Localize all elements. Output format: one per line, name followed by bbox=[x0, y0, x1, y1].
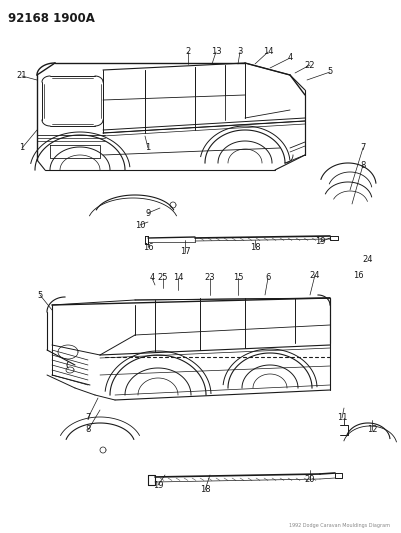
Text: 8: 8 bbox=[359, 160, 365, 169]
Text: 4: 4 bbox=[149, 273, 154, 282]
Text: 1992 Dodge Caravan Mouldings Diagram: 1992 Dodge Caravan Mouldings Diagram bbox=[288, 523, 389, 528]
Text: 10: 10 bbox=[134, 221, 145, 230]
Text: 25: 25 bbox=[157, 273, 168, 282]
Text: 23: 23 bbox=[204, 273, 215, 282]
Text: 13: 13 bbox=[210, 47, 221, 56]
Text: 24: 24 bbox=[309, 271, 320, 279]
Text: 14: 14 bbox=[172, 273, 183, 282]
Text: 5: 5 bbox=[326, 68, 332, 77]
Text: 14: 14 bbox=[262, 47, 273, 56]
Text: 8: 8 bbox=[85, 425, 91, 434]
Text: 11: 11 bbox=[336, 414, 346, 423]
Text: 1: 1 bbox=[19, 143, 24, 152]
Text: 4: 4 bbox=[287, 53, 292, 62]
Text: 15: 15 bbox=[232, 273, 243, 282]
Text: 16: 16 bbox=[142, 243, 153, 252]
Text: 7: 7 bbox=[359, 143, 365, 152]
Text: 19: 19 bbox=[314, 238, 324, 246]
Text: 19: 19 bbox=[152, 481, 163, 489]
Text: 16: 16 bbox=[352, 271, 363, 279]
Text: 9: 9 bbox=[145, 208, 150, 217]
Text: 22: 22 bbox=[304, 61, 314, 69]
Text: 2: 2 bbox=[185, 47, 190, 56]
Text: 20: 20 bbox=[304, 475, 314, 484]
Text: 6: 6 bbox=[265, 273, 270, 282]
Text: 17: 17 bbox=[179, 247, 190, 256]
Text: 12: 12 bbox=[366, 425, 376, 434]
Text: 3: 3 bbox=[237, 47, 242, 56]
Text: 7: 7 bbox=[85, 414, 91, 423]
Text: 18: 18 bbox=[249, 243, 260, 252]
Text: 24: 24 bbox=[362, 255, 372, 264]
Text: 18: 18 bbox=[199, 486, 210, 495]
Text: 5: 5 bbox=[37, 290, 43, 300]
Text: 92168 1900A: 92168 1900A bbox=[8, 12, 95, 25]
Text: 21: 21 bbox=[17, 71, 27, 80]
Text: 1: 1 bbox=[145, 143, 150, 152]
